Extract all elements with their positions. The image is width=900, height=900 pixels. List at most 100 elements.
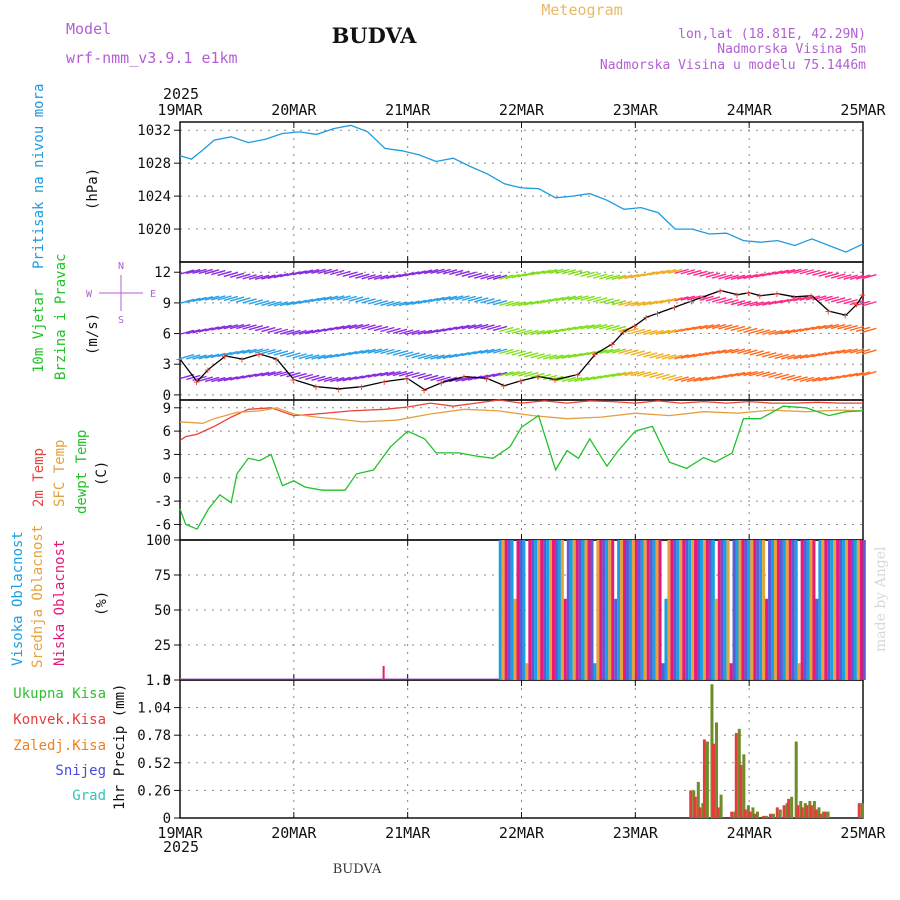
wind-barb	[317, 327, 332, 333]
cloud-ylabel-mid: Srednja Oblacnost	[30, 525, 46, 668]
cloud-bar	[862, 540, 866, 680]
cloud-bar	[531, 540, 535, 680]
wind-barb	[812, 324, 827, 331]
wind-barb	[855, 274, 871, 280]
cloud-bar	[611, 540, 615, 680]
wind-barb	[455, 324, 470, 331]
y-tick-label: 0.26	[137, 783, 171, 799]
wind-barb	[311, 328, 326, 334]
wind-barb	[824, 296, 840, 302]
cloud-bar	[637, 540, 641, 680]
wind-barb	[636, 329, 652, 335]
wind-barb	[236, 297, 251, 303]
wind-barb	[198, 268, 213, 275]
cloud-bar	[560, 540, 564, 680]
cloud-bar	[554, 540, 558, 680]
wind-gust-marker: +	[193, 376, 200, 389]
cloud-bar	[590, 540, 594, 680]
cloud-bar	[596, 540, 600, 680]
cloud-bar	[634, 540, 638, 680]
wind-barb	[236, 273, 251, 279]
wind-barb	[737, 300, 752, 307]
wind-barb	[229, 272, 245, 279]
wind-barb	[492, 371, 508, 378]
cloud-bar	[510, 540, 514, 680]
wind-barb	[549, 296, 564, 303]
wind-barb	[292, 372, 307, 379]
wind-barb	[524, 329, 539, 336]
cloud-bar	[809, 540, 813, 680]
wind-barb	[405, 300, 420, 306]
wind-barb	[774, 373, 789, 380]
compass-letter: W	[86, 289, 93, 300]
y-tick-label: 9	[163, 296, 171, 312]
wind-barb	[812, 270, 827, 276]
wind-barb	[323, 269, 339, 275]
pressure-ylabel: Pritisak na nivou mora	[31, 84, 47, 269]
x-tick-label-bottom: 25MAR	[840, 824, 886, 842]
wind-barb	[486, 324, 501, 331]
wind-barb	[636, 351, 652, 357]
wind-barb	[674, 376, 689, 382]
wind-barb	[342, 350, 357, 357]
wind-barb	[411, 329, 426, 336]
model-elevation-label: Nadmorska Visina u modelu 75.1446m	[600, 58, 866, 73]
wind-barb	[361, 373, 376, 379]
wind-barb	[398, 300, 414, 307]
wind-barb	[655, 298, 671, 305]
wind-barb	[737, 348, 752, 355]
wind-barb	[373, 371, 389, 378]
wind-barb	[799, 353, 815, 360]
wind-barb	[436, 268, 451, 275]
wind-barb	[793, 296, 808, 302]
cloud-bar	[640, 540, 644, 680]
precip-conv-bar	[805, 805, 809, 818]
wind-barb	[242, 373, 257, 379]
wind-barb	[655, 353, 671, 360]
wind-barb	[211, 295, 226, 301]
wind-barb	[242, 348, 257, 354]
product-title: Meteogram	[541, 1, 622, 19]
wind-barb	[618, 274, 633, 280]
wind-barb	[818, 351, 833, 357]
wind-barb	[386, 370, 401, 377]
wind-gust-marker: +	[774, 288, 781, 301]
wind-barb	[749, 301, 764, 307]
wind-barb	[730, 274, 746, 280]
wind-barb	[686, 295, 702, 301]
wind-barb	[392, 370, 408, 377]
wind-barb	[248, 348, 264, 354]
cloud-bar	[694, 540, 698, 680]
wind-barb	[561, 269, 577, 275]
wind-barb	[499, 300, 514, 307]
wind-barb	[749, 370, 764, 377]
precip-conv-bar	[768, 813, 772, 818]
wind-barb	[686, 376, 702, 383]
wind-barb	[311, 375, 326, 382]
temp-ylabel-dewpt: dewpt Temp	[74, 430, 90, 514]
wind-barb	[724, 274, 739, 280]
wind-barb	[661, 329, 677, 335]
cloud-bar	[717, 540, 721, 680]
wind-barb	[843, 299, 858, 305]
wind-barb	[442, 326, 458, 332]
wind-gust-marker: +	[313, 381, 320, 394]
wind-barb	[267, 301, 282, 307]
wind-barb	[342, 376, 357, 382]
wind-barb	[342, 271, 357, 278]
wind-barb	[711, 297, 727, 303]
y-tick-label: 1020	[137, 222, 171, 238]
cloud-bar	[705, 540, 709, 680]
wind-barb	[461, 295, 476, 302]
x-tick-label-bottom: 21MAR	[385, 824, 431, 842]
wind-gust-marker: +	[745, 287, 752, 300]
wind-barb	[449, 325, 464, 331]
precip-total-bar	[710, 684, 714, 818]
wind-barb	[367, 348, 383, 354]
wind-barb	[643, 271, 658, 277]
wind-barb	[787, 328, 802, 334]
precip-conv-bar	[689, 790, 693, 818]
wind-barb	[536, 269, 552, 275]
wind-barb	[793, 327, 808, 333]
cloud-bar	[756, 540, 760, 680]
